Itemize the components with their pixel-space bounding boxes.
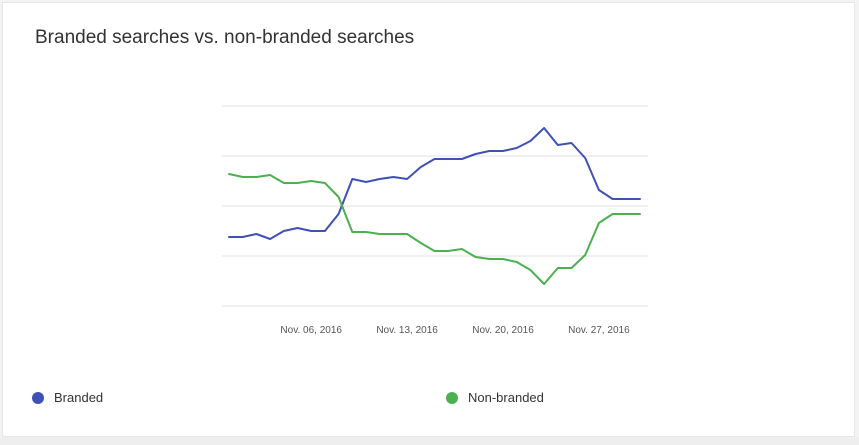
series-line-branded[interactable] [228, 127, 641, 240]
data-point-1-2[interactable] [253, 174, 259, 180]
data-point-1-15[interactable] [432, 248, 438, 254]
data-point-1-13[interactable] [404, 231, 410, 237]
data-point-1-5[interactable] [295, 180, 301, 186]
data-point-1-7[interactable] [322, 180, 328, 186]
data-point-0-22[interactable] [527, 138, 533, 144]
data-point-0-9[interactable] [349, 176, 355, 182]
data-point-0-28[interactable] [610, 196, 616, 202]
data-point-0-6[interactable] [308, 228, 314, 234]
data-point-0-25[interactable] [569, 140, 575, 146]
data-point-0-13[interactable] [404, 176, 410, 182]
series-line-non-branded[interactable] [228, 173, 641, 285]
data-point-0-19[interactable] [486, 148, 492, 154]
x-tick-label-2: Nov. 20, 2016 [472, 325, 534, 336]
data-point-0-2[interactable] [253, 231, 259, 237]
data-point-1-29[interactable] [623, 211, 629, 217]
legend-swatch-nonbranded [446, 391, 458, 404]
data-point-0-14[interactable] [418, 164, 424, 170]
data-point-0-3[interactable] [267, 236, 273, 242]
data-point-1-19[interactable] [486, 256, 492, 262]
data-point-0-29[interactable] [623, 196, 629, 202]
card-bottom-border [0, 437, 859, 445]
data-point-1-3[interactable] [267, 172, 273, 178]
data-point-1-0[interactable] [226, 171, 232, 177]
data-point-0-11[interactable] [377, 176, 383, 182]
data-point-0-27[interactable] [596, 187, 602, 193]
data-point-1-24[interactable] [555, 265, 561, 271]
data-point-1-16[interactable] [445, 248, 451, 254]
data-point-0-4[interactable] [281, 228, 287, 234]
data-point-0-21[interactable] [514, 145, 520, 151]
data-point-0-0[interactable] [226, 234, 232, 240]
chart-title: Branded searches vs. non-branded searche… [35, 27, 415, 48]
data-point-1-11[interactable] [377, 231, 383, 237]
data-point-0-7[interactable] [322, 228, 328, 234]
legend-label-nonbranded: Non-branded [468, 390, 544, 405]
data-point-1-8[interactable] [336, 194, 342, 200]
data-point-1-4[interactable] [281, 180, 287, 186]
data-point-0-26[interactable] [582, 155, 588, 161]
data-point-1-28[interactable] [610, 211, 616, 217]
data-point-0-15[interactable] [432, 156, 438, 162]
data-point-0-20[interactable] [500, 148, 506, 154]
data-point-0-30[interactable] [637, 196, 643, 202]
legend-item-nonbranded[interactable]: Non-branded [446, 390, 544, 405]
data-point-1-6[interactable] [308, 178, 314, 184]
data-point-1-18[interactable] [473, 254, 479, 260]
data-point-0-23[interactable] [541, 125, 547, 131]
data-point-1-27[interactable] [596, 220, 602, 226]
data-point-0-8[interactable] [336, 211, 342, 217]
data-point-1-20[interactable] [500, 256, 506, 262]
data-point-0-10[interactable] [363, 179, 369, 185]
x-tick-label-0: Nov. 06, 2016 [280, 325, 342, 336]
legend-item-branded[interactable]: Branded [32, 390, 103, 405]
data-point-1-21[interactable] [514, 259, 520, 265]
data-point-0-18[interactable] [473, 151, 479, 157]
legend-swatch-branded [32, 391, 44, 404]
data-point-0-17[interactable] [459, 156, 465, 162]
data-point-0-16[interactable] [445, 156, 451, 162]
legend-label-branded: Branded [54, 390, 104, 405]
data-point-0-12[interactable] [390, 174, 396, 180]
data-point-1-1[interactable] [240, 174, 246, 180]
data-point-1-30[interactable] [637, 211, 643, 217]
data-point-1-9[interactable] [349, 229, 355, 235]
data-point-1-26[interactable] [582, 252, 588, 258]
data-point-0-5[interactable] [295, 225, 301, 231]
data-point-1-12[interactable] [390, 231, 396, 237]
x-tick-label-1: Nov. 13, 2016 [376, 325, 438, 336]
data-point-1-10[interactable] [363, 229, 369, 235]
data-point-1-23[interactable] [541, 281, 547, 287]
chart-card: Branded searches vs. non-branded searche… [2, 2, 855, 437]
data-point-1-17[interactable] [459, 246, 465, 252]
x-tick-label-3: Nov. 27, 2016 [568, 325, 630, 336]
data-point-0-24[interactable] [555, 142, 561, 148]
data-point-1-22[interactable] [527, 267, 533, 273]
data-point-0-1[interactable] [240, 234, 246, 240]
data-point-1-25[interactable] [569, 265, 575, 271]
data-point-1-14[interactable] [418, 240, 424, 246]
